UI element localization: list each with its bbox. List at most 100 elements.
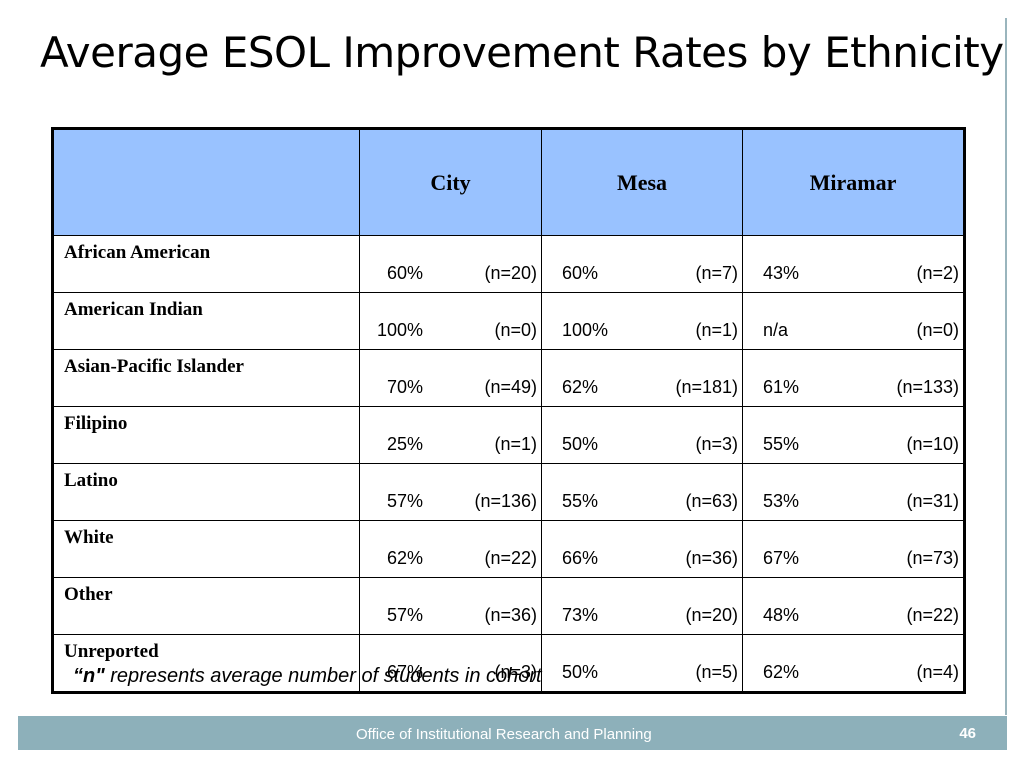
table-row: American Indian 100% (n=0) 100% (n=1) n/a (n=0… (52, 292, 965, 350)
table-row: Latino 57% (n=136) 55% (n=63) 53% (n=31) (52, 463, 965, 521)
cell-mesa: 100% (n=1) (541, 292, 743, 350)
cohort-count: (n=133) (896, 377, 959, 397)
cell-city: 70% (n=49) (359, 349, 542, 407)
cell-mesa: 73% (n=20) (541, 577, 743, 635)
cell-miramar: 43% (n=2) (742, 235, 965, 293)
rate-value: 55% (763, 434, 800, 454)
cohort-count: (n=63) (685, 491, 738, 511)
row-label: Filipino (52, 406, 360, 464)
rate-value: 53% (763, 491, 800, 511)
footer-bar: Office of Institutional Research and Pla… (18, 716, 1007, 750)
row-label: Other (52, 577, 360, 635)
cohort-count: (n=136) (474, 491, 537, 511)
rate-value: 57% (386, 605, 423, 625)
cell-city: 62% (n=22) (359, 520, 542, 578)
rate-value: n/a (763, 320, 789, 340)
row-label: African American (52, 235, 360, 293)
rate-value: 60% (562, 263, 599, 283)
rate-value: 43% (763, 263, 800, 283)
footnote-n-symbol: “n" (73, 665, 105, 687)
cell-miramar: 53% (n=31) (742, 463, 965, 521)
table-row: Unreported 67% (n=3) 50% (n=5) 62% (n=4) (52, 634, 965, 693)
cohort-count: (n=3) (494, 662, 537, 682)
cohort-count: (n=31) (906, 491, 959, 511)
cohort-count: (n=1) (494, 434, 537, 454)
rate-value: 57% (386, 491, 423, 511)
cohort-count: (n=0) (494, 320, 537, 340)
cohort-count: (n=22) (484, 548, 537, 568)
cell-city: 25% (n=1) (359, 406, 542, 464)
rate-value: 66% (562, 548, 599, 568)
cohort-count: (n=36) (484, 605, 537, 625)
cohort-count: (n=73) (906, 548, 959, 568)
page-number: 46 (959, 725, 976, 742)
row-label: White (52, 520, 360, 578)
cohort-count: (n=4) (916, 662, 959, 682)
cohort-count: (n=3) (695, 434, 738, 454)
rate-value: 62% (386, 548, 423, 568)
improvement-rates-table: City Mesa Miramar African American 60% (n=… (51, 127, 966, 694)
cohort-count: (n=0) (916, 320, 959, 340)
cell-miramar: 61% (n=133) (742, 349, 965, 407)
cell-city: 57% (n=136) (359, 463, 542, 521)
cell-mesa: 62% (n=181) (541, 349, 743, 407)
cohort-count: (n=10) (906, 434, 959, 454)
rate-value: 62% (562, 377, 599, 397)
rate-value: 50% (562, 434, 599, 454)
footer-office-name: Office of Institutional Research and Pla… (356, 726, 652, 743)
table-row: White 62% (n=22) 66% (n=36) 67% (n=73) (52, 520, 965, 578)
header-miramar: Miramar (742, 128, 965, 236)
cell-miramar: 67% (n=73) (742, 520, 965, 578)
table-body: African American 60% (n=20) 60% (n=7) 43% (n=2… (52, 235, 965, 693)
cohort-count: (n=20) (685, 605, 738, 625)
cohort-count: (n=22) (906, 605, 959, 625)
rate-value: 67% (763, 548, 800, 568)
table-row: Other 57% (n=36) 73% (n=20) 48% (n=22) (52, 577, 965, 635)
rate-value: 100% (376, 320, 423, 340)
cohort-count: (n=1) (695, 320, 738, 340)
row-label: Unreported (52, 634, 360, 693)
cohort-count: (n=2) (916, 263, 959, 283)
rate-value: 67% (386, 662, 423, 682)
cell-mesa: 55% (n=63) (541, 463, 743, 521)
cohort-count: (n=5) (695, 662, 738, 682)
cell-miramar: n/a (n=0) (742, 292, 965, 350)
row-label: Latino (52, 463, 360, 521)
cell-mesa: 50% (n=5) (541, 634, 743, 693)
header-mesa: Mesa (541, 128, 743, 236)
table-header-row: City Mesa Miramar (52, 128, 965, 236)
rate-value: 55% (562, 491, 599, 511)
rate-value: 61% (763, 377, 800, 397)
rate-value: 73% (562, 605, 599, 625)
table-row: African American 60% (n=20) 60% (n=7) 43% (n=2… (52, 235, 965, 293)
cell-mesa: 50% (n=3) (541, 406, 743, 464)
rate-value: 62% (763, 662, 800, 682)
cell-mesa: 66% (n=36) (541, 520, 743, 578)
rate-value: 100% (562, 320, 609, 340)
rate-value: 60% (386, 263, 423, 283)
cell-miramar: 48% (n=22) (742, 577, 965, 635)
cell-city: 60% (n=20) (359, 235, 542, 293)
header-city: City (359, 128, 542, 236)
cohort-count: (n=20) (484, 263, 537, 283)
footnote-text: represents average number of students in… (104, 665, 542, 687)
cohort-count: (n=181) (675, 377, 738, 397)
slide-title: Average ESOL Improvement Rates by Ethnic… (40, 28, 1004, 77)
cohort-count: (n=7) (695, 263, 738, 283)
cell-city: 100% (n=0) (359, 292, 542, 350)
table-row: Filipino 25% (n=1) 50% (n=3) 55% (n=10) (52, 406, 965, 464)
row-label: Asian-Pacific Islander (52, 349, 360, 407)
cell-miramar: 62% (n=4) (742, 634, 965, 693)
cohort-count: (n=36) (685, 548, 738, 568)
rate-value: 50% (562, 662, 599, 682)
table-row: Asian-Pacific Islander 70% (n=49) 62% (n=181… (52, 349, 965, 407)
cell-city: 67% (n=3) (359, 634, 542, 693)
slide-right-border (1005, 18, 1007, 715)
rate-value: 25% (386, 434, 423, 454)
cell-miramar: 55% (n=10) (742, 406, 965, 464)
cell-city: 57% (n=36) (359, 577, 542, 635)
cohort-count: (n=49) (484, 377, 537, 397)
footnote: “n" represents average number of student… (73, 665, 542, 688)
header-blank-cell (52, 128, 360, 236)
